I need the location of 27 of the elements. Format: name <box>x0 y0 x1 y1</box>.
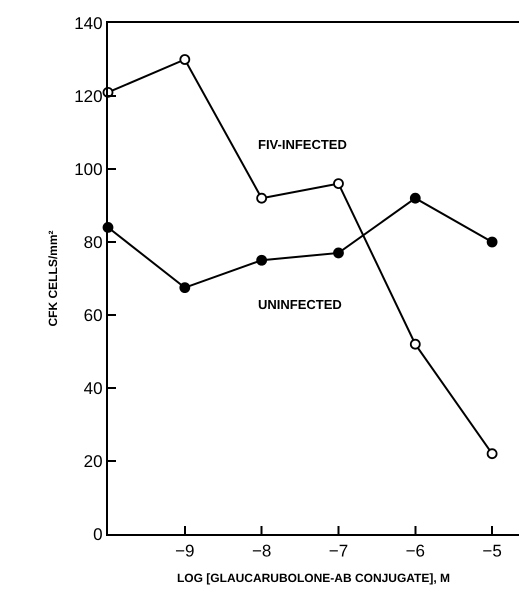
point <box>333 248 344 258</box>
point <box>410 192 421 204</box>
point <box>256 254 268 266</box>
y-tick-label: 60 <box>84 306 103 325</box>
point <box>333 178 344 189</box>
x-tick-label: −6 <box>406 541 425 560</box>
y-tick-label: 140 <box>74 14 103 33</box>
y-axis-title: CFK CELLS/mm² <box>46 230 60 326</box>
x-tick-label: −9 <box>175 541 195 560</box>
point <box>179 54 190 65</box>
y-tick-label: 100 <box>74 160 103 179</box>
x-tick-label: −7 <box>328 541 348 560</box>
x-tick-label: −5 <box>482 541 502 560</box>
series-label: FIV-INFECTED <box>258 137 347 152</box>
point <box>486 448 498 460</box>
y-tick-label: 20 <box>84 452 103 471</box>
y-tick-label: 80 <box>84 232 103 252</box>
point <box>410 338 421 350</box>
x-axis-title: LOG [GLAUCARUBOLONE-AB CONJUGATE], M <box>176 570 450 585</box>
point <box>486 236 498 248</box>
point <box>256 192 268 204</box>
y-tick-label: 40 <box>84 378 103 398</box>
text: UNINFECTED <box>258 297 342 312</box>
x-tick-label: −8 <box>252 541 272 560</box>
y-tick-label: 120 <box>74 86 103 106</box>
point <box>179 282 190 294</box>
y-tick-label: 0 <box>93 524 103 544</box>
